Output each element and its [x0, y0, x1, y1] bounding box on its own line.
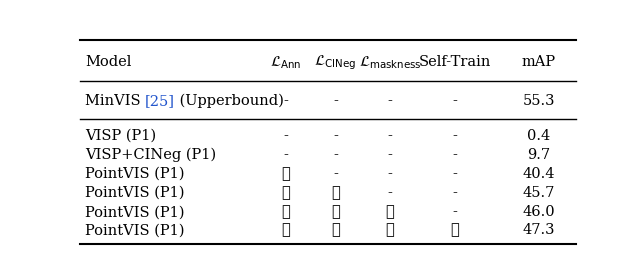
Text: Model: Model	[85, 56, 131, 69]
Text: -: -	[388, 94, 392, 108]
Text: -: -	[452, 186, 457, 200]
Text: 55.3: 55.3	[522, 94, 555, 108]
Text: -: -	[333, 167, 338, 181]
Text: ✓: ✓	[282, 223, 290, 237]
Text: ✓: ✓	[386, 223, 394, 237]
Text: VISP (P1): VISP (P1)	[85, 129, 156, 143]
Text: (Upperbound): (Upperbound)	[175, 93, 284, 108]
Text: VISP+CINeg (P1): VISP+CINeg (P1)	[85, 148, 216, 162]
Text: mAP: mAP	[522, 56, 556, 69]
Text: -: -	[452, 167, 457, 181]
Text: -: -	[388, 167, 392, 181]
Text: ✓: ✓	[282, 167, 290, 181]
Text: Self-Train: Self-Train	[419, 56, 491, 69]
Text: -: -	[452, 148, 457, 162]
Text: 45.7: 45.7	[523, 186, 555, 200]
Text: 0.4: 0.4	[527, 129, 550, 143]
Text: [25]: [25]	[145, 94, 175, 108]
Text: -: -	[333, 94, 338, 108]
Text: -: -	[452, 94, 457, 108]
Text: -: -	[333, 148, 338, 162]
Text: -: -	[333, 129, 338, 143]
Text: -: -	[452, 129, 457, 143]
Text: ✓: ✓	[282, 205, 290, 219]
Text: PointVIS (P1): PointVIS (P1)	[85, 167, 184, 181]
Text: -: -	[388, 129, 392, 143]
Text: $\mathcal{L}_{\mathrm{Ann}}$: $\mathcal{L}_{\mathrm{Ann}}$	[270, 54, 301, 71]
Text: ✓: ✓	[386, 205, 394, 219]
Text: -: -	[284, 148, 288, 162]
Text: 46.0: 46.0	[522, 205, 555, 219]
Text: PointVIS (P1): PointVIS (P1)	[85, 205, 184, 219]
Text: -: -	[388, 186, 392, 200]
Text: PointVIS (P1): PointVIS (P1)	[85, 186, 184, 200]
Text: -: -	[452, 205, 457, 219]
Text: 9.7: 9.7	[527, 148, 550, 162]
Text: ✓: ✓	[282, 186, 290, 200]
Text: ✓: ✓	[331, 186, 340, 200]
Text: -: -	[388, 148, 392, 162]
Text: -: -	[284, 94, 288, 108]
Text: ✓: ✓	[450, 223, 459, 237]
Text: 47.3: 47.3	[522, 223, 555, 237]
Text: $\mathcal{L}_{\mathrm{CINeg}}$: $\mathcal{L}_{\mathrm{CINeg}}$	[314, 53, 356, 72]
Text: $\mathcal{L}_{\mathrm{maskness}}$: $\mathcal{L}_{\mathrm{maskness}}$	[358, 54, 421, 71]
Text: 40.4: 40.4	[522, 167, 555, 181]
Text: MinVIS: MinVIS	[85, 94, 145, 108]
Text: -: -	[284, 129, 288, 143]
Text: PointVIS (P1): PointVIS (P1)	[85, 223, 184, 237]
Text: ✓: ✓	[331, 205, 340, 219]
Text: ✓: ✓	[331, 223, 340, 237]
